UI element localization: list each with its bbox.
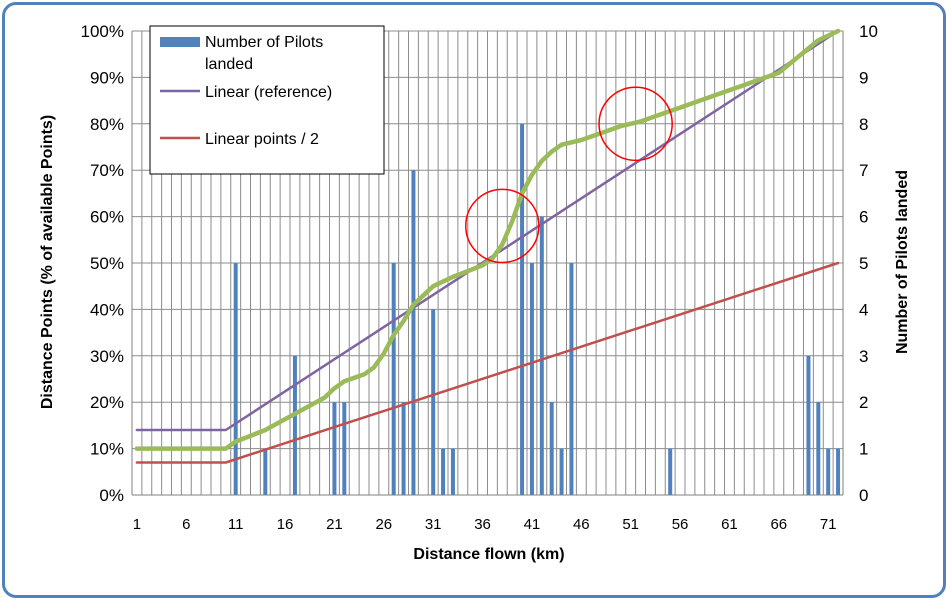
x-tick-label: 21 bbox=[326, 516, 343, 533]
annotations-group bbox=[465, 86, 673, 264]
x-tick-label: 31 bbox=[425, 516, 442, 533]
bar-pilots-landed bbox=[539, 216, 544, 495]
y-right-axis-title: Number of Pilots landed bbox=[894, 170, 911, 354]
bar-pilots-landed bbox=[520, 123, 525, 496]
y-left-tick-label: 80% bbox=[90, 115, 124, 134]
series-line-actual-points bbox=[134, 28, 841, 451]
y-right-tick-label: 4 bbox=[859, 300, 868, 319]
lines-group bbox=[134, 28, 841, 464]
bar-pilots-landed bbox=[549, 402, 554, 495]
x-tick-label: 11 bbox=[228, 516, 244, 533]
x-tick-label: 61 bbox=[721, 516, 738, 533]
bar-pilots-landed bbox=[411, 170, 416, 495]
x-tick-label: 16 bbox=[277, 516, 294, 533]
series-line-linear-points-half bbox=[135, 261, 840, 464]
legend-box bbox=[149, 25, 385, 175]
y-left-tick-label: 30% bbox=[90, 347, 124, 366]
x-tick-label: 6 bbox=[182, 516, 190, 533]
y-left-tick-label: 50% bbox=[90, 254, 124, 273]
bar-pilots-landed bbox=[668, 448, 673, 495]
y-left-tick-label: 20% bbox=[90, 393, 124, 412]
y-left-tick-label: 100% bbox=[81, 22, 124, 41]
y-left-tick-label: 70% bbox=[90, 161, 124, 180]
y-right-tick-label: 6 bbox=[859, 208, 868, 227]
left-tick-labels: 0% 10% 20% 30% 40% 50% 60% 70% 80% 90% 100% bbox=[81, 22, 124, 505]
y-right-tick-label: 9 bbox=[859, 68, 868, 87]
y-right-tick-label: 10 bbox=[859, 22, 878, 41]
y-left-tick-label: 10% bbox=[90, 440, 124, 459]
annotation-circle bbox=[465, 188, 540, 264]
bar-pilots-landed bbox=[233, 263, 238, 495]
x-tick-label: 46 bbox=[573, 516, 590, 533]
bar-pilots-landed bbox=[342, 402, 347, 495]
x-tick-label: 71 bbox=[820, 516, 837, 533]
right-tick-labels: 0 1 2 3 4 5 6 7 8 9 10 bbox=[859, 22, 878, 505]
x-axis-title: Distance flown (km) bbox=[413, 546, 564, 563]
bar-pilots-landed bbox=[559, 448, 564, 495]
legend-label-linear-reference: Linear (reference) bbox=[205, 84, 332, 101]
y-right-tick-label: 7 bbox=[859, 161, 868, 180]
bar-pilots-landed bbox=[431, 309, 436, 495]
x-tick-label: 66 bbox=[770, 516, 787, 533]
x-tick-labels: 1 6 11 16 21 26 31 36 41 46 51 56 61 66 71 bbox=[133, 516, 837, 533]
bar-pilots-landed bbox=[529, 263, 534, 495]
bar-pilots-landed bbox=[441, 448, 446, 495]
y-right-tick-label: 5 bbox=[859, 254, 868, 273]
y-right-tick-label: 2 bbox=[859, 393, 868, 412]
bar-pilots-landed bbox=[332, 402, 337, 495]
bar-pilots-landed bbox=[806, 355, 811, 495]
axes-group bbox=[131, 31, 844, 496]
y-right-tick-label: 3 bbox=[859, 347, 868, 366]
y-left-tick-label: 60% bbox=[90, 208, 124, 227]
bar-pilots-landed bbox=[816, 402, 821, 495]
y-right-tick-label: 8 bbox=[859, 115, 868, 134]
x-tick-label: 41 bbox=[524, 516, 541, 533]
bar-pilots-landed bbox=[292, 355, 297, 495]
y-right-tick-label: 1 bbox=[859, 440, 868, 459]
annotation-circle bbox=[598, 86, 673, 162]
y-right-tick-label: 0 bbox=[859, 486, 868, 505]
x-tick-label: 36 bbox=[474, 516, 491, 533]
x-tick-label: 56 bbox=[672, 516, 689, 533]
legend: Number of Pilots landed Linear (referenc… bbox=[149, 25, 385, 175]
bar-pilots-landed bbox=[826, 448, 831, 495]
bar-pilots-landed bbox=[450, 448, 455, 495]
y-left-axis-title: Distance Points (% of available Points) bbox=[39, 115, 56, 409]
bar-pilots-landed bbox=[569, 263, 574, 495]
x-tick-label: 1 bbox=[133, 516, 141, 533]
y-left-tick-label: 40% bbox=[90, 300, 124, 319]
legend-label-linear-points-half: Linear points / 2 bbox=[205, 131, 319, 148]
bars-group bbox=[233, 123, 841, 496]
bar-pilots-landed bbox=[401, 402, 406, 495]
legend-swatch-bars bbox=[160, 37, 200, 47]
x-tick-label: 26 bbox=[375, 516, 392, 533]
bar-pilots-landed bbox=[263, 448, 268, 495]
y-left-tick-label: 0% bbox=[99, 486, 124, 505]
x-tick-label: 51 bbox=[622, 516, 639, 533]
y-left-tick-label: 90% bbox=[90, 68, 124, 87]
bar-pilots-landed bbox=[391, 263, 396, 495]
legend-label-bars: Number of Pilots landed bbox=[205, 34, 328, 73]
series-line-linear-reference bbox=[135, 29, 840, 432]
bar-pilots-landed bbox=[836, 448, 841, 495]
